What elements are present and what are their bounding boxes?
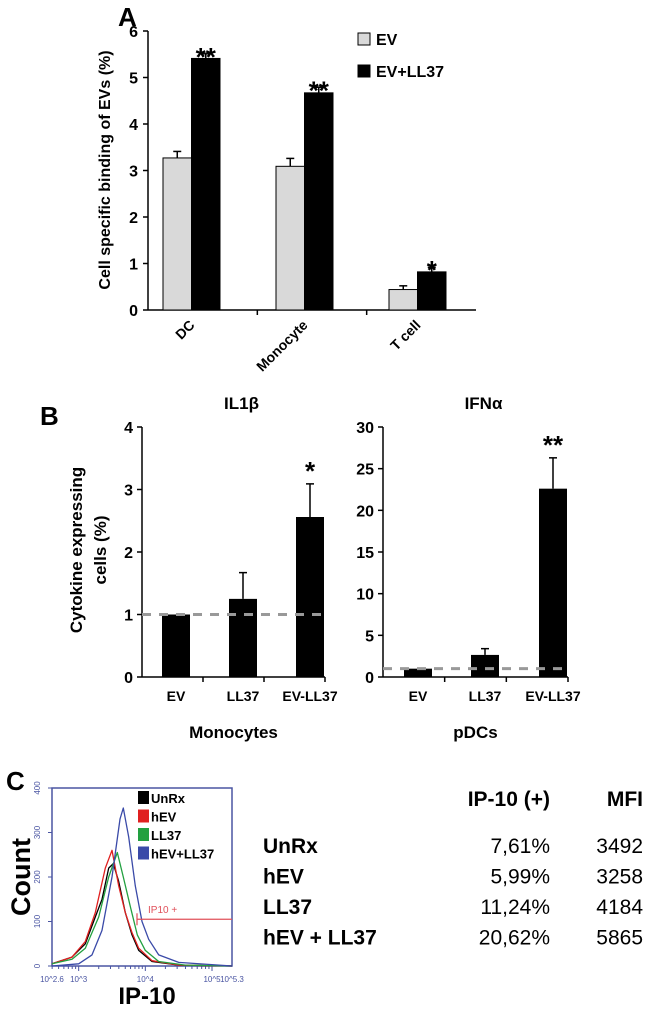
- y-tick-label: 6: [129, 24, 138, 41]
- x-tick-label: 10^3: [70, 975, 88, 984]
- bar-ev-ll37: [191, 57, 221, 311]
- chart-title: IFNα: [465, 394, 503, 413]
- y-tick-label: 4: [129, 117, 138, 134]
- panel-letter-a: A: [118, 2, 137, 32]
- bar-ev: [162, 157, 192, 311]
- legend-label: UnRx: [151, 791, 186, 806]
- table-cell-ip10: 20,62%: [479, 927, 550, 950]
- table-row-label: UnRx: [263, 835, 318, 858]
- y-tick-label: 2: [129, 210, 138, 227]
- y-tick-label: 1: [124, 608, 133, 625]
- y-tick-label: 5: [365, 628, 374, 645]
- bar: [404, 668, 432, 677]
- table-cell-mfi: 5865: [596, 927, 643, 950]
- category-label: T cell: [387, 317, 424, 354]
- table-cell-ip10: 7,61%: [490, 835, 550, 858]
- histogram-curve-ll37: [51, 851, 233, 967]
- histogram-curve-hev-ll37: [51, 807, 233, 967]
- category-label: DC: [172, 317, 198, 343]
- legend-swatch: [357, 64, 371, 78]
- x-axis-label: IP-10: [118, 983, 175, 1010]
- category-label: LL37: [469, 688, 502, 704]
- bar-ev: [275, 165, 305, 311]
- significance-marker: **: [309, 75, 330, 105]
- table-cell-mfi: 4184: [596, 896, 643, 919]
- y-tick-label: 400: [33, 781, 42, 795]
- y-tick-label: 5: [129, 71, 138, 88]
- histogram-curve-hev: [51, 849, 233, 967]
- bar: [539, 488, 567, 677]
- legend-swatch: [138, 846, 149, 860]
- chart-title: IL1β: [224, 394, 259, 413]
- y-tick-label: 0: [33, 963, 42, 968]
- y-tick-label: 0: [124, 670, 133, 687]
- bar: [229, 598, 257, 677]
- panel-letter-c: C: [6, 766, 25, 796]
- legend-swatch: [138, 809, 149, 823]
- x-tick-label: 10^2.6: [40, 975, 64, 984]
- significance-marker: *: [427, 255, 438, 285]
- legend-label: EV+LL37: [376, 64, 444, 81]
- category-label: EV: [409, 688, 428, 704]
- table-cell-ip10: 5,99%: [490, 866, 550, 889]
- y-axis-label-line2: cells (%): [91, 516, 110, 585]
- y-tick-label: 30: [356, 420, 374, 437]
- significance-marker: **: [543, 430, 564, 460]
- legend-label: EV: [376, 32, 398, 49]
- table-cell-mfi: 3492: [596, 835, 643, 858]
- y-tick-label: 200: [33, 870, 42, 884]
- y-tick-label: 0: [129, 303, 138, 320]
- legend-label: hEV+LL37: [151, 847, 214, 862]
- table-cell-mfi: 3258: [596, 866, 643, 889]
- x-tick-label: 10^5: [203, 975, 221, 984]
- x-axis-label: pDCs: [453, 723, 497, 742]
- y-axis-label-line1: Cytokine expressing: [67, 467, 86, 633]
- table-row-label: LL37: [263, 896, 312, 919]
- y-tick-label: 4: [124, 420, 133, 437]
- bar: [471, 654, 499, 677]
- bar-ev: [388, 289, 418, 311]
- y-tick-label: 3: [124, 483, 133, 500]
- category-label: Monocyte: [253, 317, 311, 375]
- category-label: LL37: [227, 688, 260, 704]
- y-tick-label: 3: [129, 164, 138, 181]
- y-tick-label: 10: [356, 587, 374, 604]
- category-label: EV: [167, 688, 186, 704]
- category-label: EV-LL37: [282, 688, 337, 704]
- y-axis-label: Count: [6, 838, 36, 916]
- table-cell-ip10: 11,24%: [480, 896, 550, 919]
- x-axis-label: Monocytes: [189, 723, 278, 742]
- significance-marker: *: [305, 456, 316, 486]
- table-row-label: hEV + LL37: [263, 927, 377, 950]
- x-tick-label: 10^5.3: [220, 975, 244, 984]
- y-tick-label: 20: [356, 503, 374, 520]
- legend-swatch: [138, 828, 149, 841]
- y-tick-label: 15: [356, 545, 374, 562]
- y-tick-label: 1: [129, 257, 138, 274]
- y-tick-label: 300: [33, 825, 42, 839]
- gate-label: IP10 +: [148, 905, 177, 916]
- legend-label: hEV: [151, 810, 177, 825]
- table-header-mfi: MFI: [607, 788, 643, 811]
- significance-marker: **: [196, 42, 217, 72]
- bar-ev-ll37: [304, 92, 334, 311]
- y-tick-label: 2: [124, 545, 133, 562]
- panel-letter-b: B: [40, 401, 59, 431]
- y-axis-label: Cell specific binding of EVs (%): [97, 50, 114, 289]
- y-tick-label: 25: [356, 462, 374, 479]
- category-label: EV-LL37: [525, 688, 580, 704]
- legend-label: LL37: [151, 828, 181, 843]
- table-row-label: hEV: [263, 866, 304, 889]
- legend-swatch: [357, 32, 371, 46]
- table-header-ip10: IP-10 (+): [468, 788, 550, 811]
- y-tick-label: 100: [33, 914, 42, 928]
- legend-swatch: [138, 791, 149, 804]
- bar: [162, 614, 190, 677]
- y-tick-label: 0: [365, 670, 374, 687]
- bar: [296, 517, 324, 677]
- bar-ev-ll37: [417, 271, 447, 311]
- x-tick-label: 10^4: [137, 975, 155, 984]
